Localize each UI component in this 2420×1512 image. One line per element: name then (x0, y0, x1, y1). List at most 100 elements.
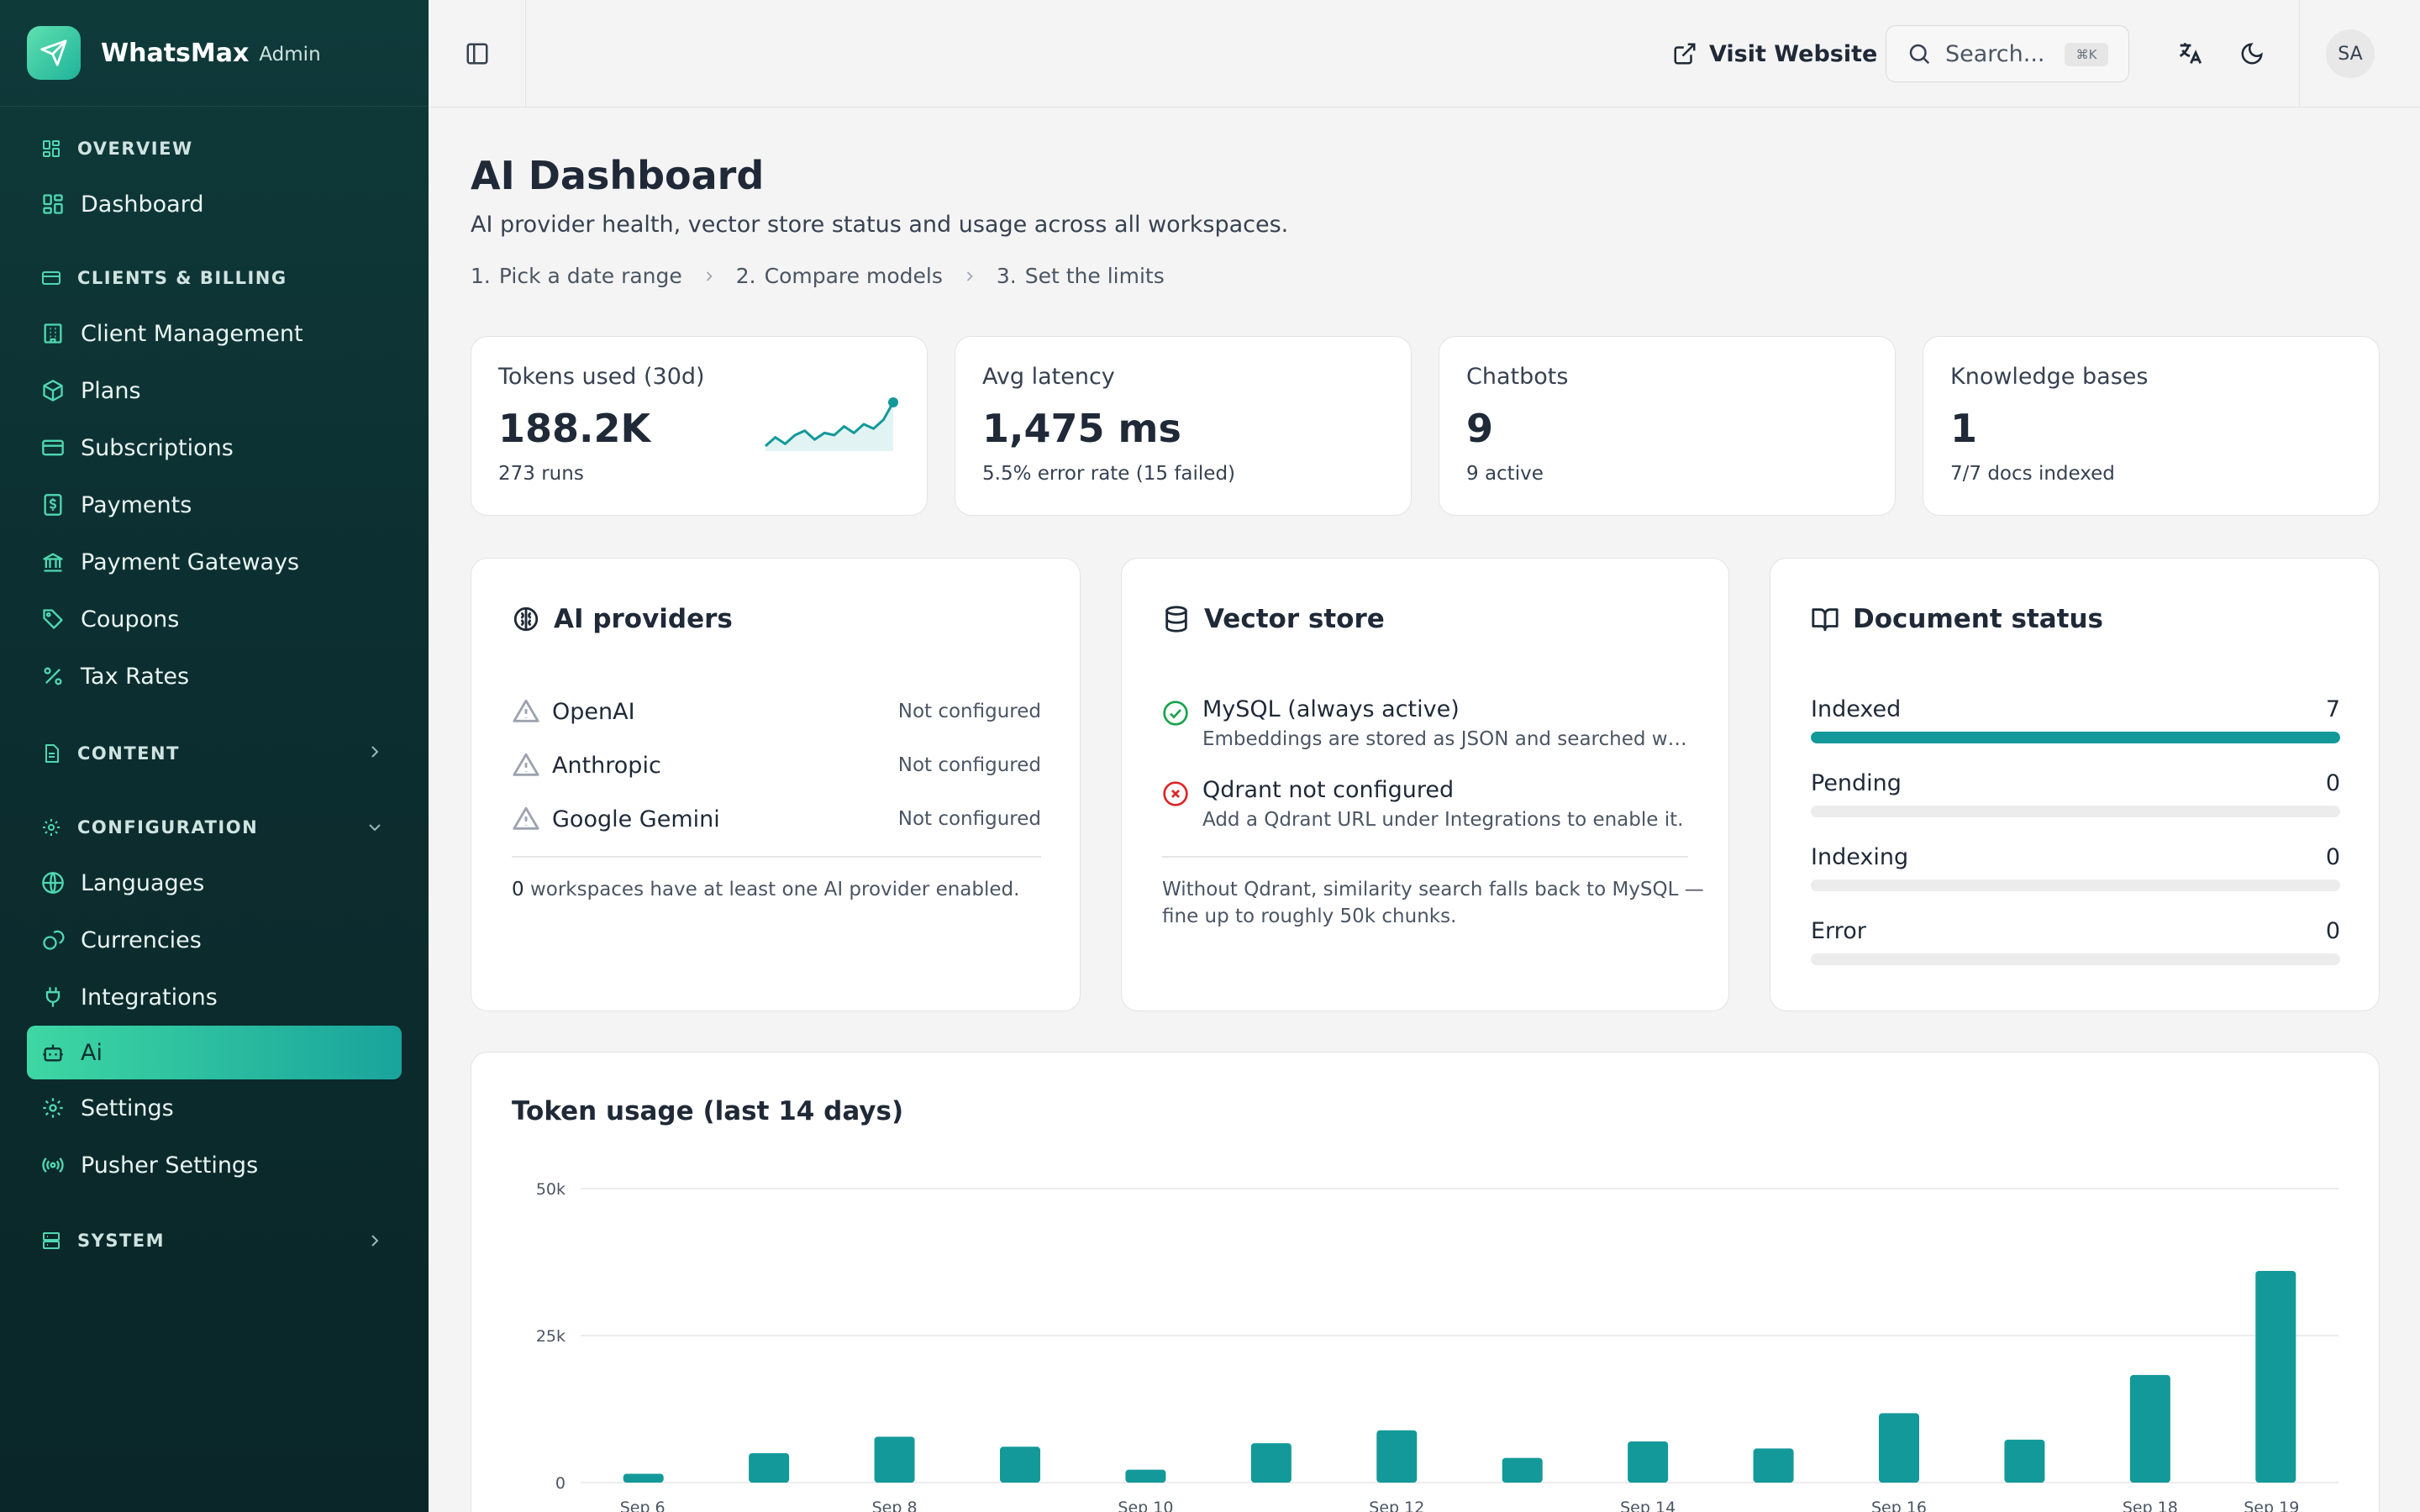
grid-icon (39, 136, 64, 161)
section-content[interactable]: CONTENT (0, 725, 429, 782)
visit-website-label: Visit Website (1709, 40, 1878, 67)
provider-status: Not configured (897, 808, 1041, 830)
sidebar-item-currencies[interactable]: Currencies (0, 911, 429, 969)
server-icon (39, 1228, 64, 1253)
bar[interactable] (1502, 1457, 1543, 1483)
search-placeholder: Search... (1945, 40, 2045, 67)
search-shortcut-badge: ⌘K (2065, 43, 2108, 66)
sidebar-item-tax-rates[interactable]: Tax Rates (0, 648, 429, 705)
stat-sub: 5.5% error rate (15 failed) (982, 463, 1236, 485)
visit-website-link[interactable]: Visit Website (1672, 32, 1877, 76)
sidebar-item-integrations[interactable]: Integrations (0, 969, 429, 1026)
doc-status-value: 0 (2325, 770, 2340, 796)
bar[interactable] (2255, 1271, 2296, 1483)
page-title: AI Dashboard (471, 153, 765, 198)
ai-providers-card: AI providers OpenAI Not configured Anthr… (471, 558, 1081, 1011)
warning-icon (513, 753, 539, 776)
bot-icon (39, 1038, 67, 1067)
sidebar-item-coupons[interactable]: Coupons (0, 591, 429, 648)
topbar-divider (2299, 0, 2300, 107)
brain-icon (513, 606, 539, 632)
providers-footer-text: workspaces have at least one AI provider… (529, 879, 1020, 900)
vector-store-item-desc: Add a Qdrant URL under Integrations to e… (1202, 809, 1684, 831)
sidebar-item-label: Coupons (81, 606, 180, 633)
sidebar-item-plans[interactable]: Plans (0, 362, 429, 419)
bar[interactable] (1879, 1413, 1919, 1483)
sidebar-item-languages[interactable]: Languages (0, 854, 429, 911)
x-circle-icon (1163, 781, 1188, 806)
search-icon (1909, 44, 1930, 65)
bar[interactable] (1125, 1469, 1166, 1483)
sidebar-item-payments[interactable]: Payments (0, 476, 429, 533)
sidebar-item-label: Subscriptions (81, 434, 234, 461)
token-usage-card: Token usage (last 14 days) 0 25k 50k Sep 6 S… (471, 1052, 2380, 1512)
section-system[interactable]: SYSTEM (0, 1214, 429, 1268)
section-clients-billing: CLIENTS & BILLING (0, 251, 429, 305)
sidebar-item-subscriptions[interactable]: Subscriptions (0, 419, 429, 476)
chevron-right-icon (961, 268, 978, 285)
language-button[interactable] (2173, 37, 2207, 71)
steps-breadcrumb: 1. Pick a date range 2. Compare models 3… (471, 264, 1165, 288)
doc-status-bar (1811, 879, 2340, 891)
sidebar-item-ai[interactable]: Ai (27, 1026, 402, 1079)
stat-sub: 7/7 docs indexed (1950, 463, 2115, 485)
vector-store-card: Vector store MySQL (always active) Embed… (1121, 558, 1729, 1011)
sidebar-item-label: Payment Gateways (81, 549, 300, 575)
dashboard-icon (39, 190, 67, 218)
theme-toggle-button[interactable] (2235, 37, 2269, 71)
sidebar-item-pusher-settings[interactable]: Pusher Settings (0, 1137, 429, 1194)
provider-row[interactable]: Google Gemini Not configured (512, 802, 1041, 836)
stat-label: Knowledge bases (1950, 364, 2149, 390)
coins-icon (39, 926, 67, 954)
chevron-right-icon (365, 1231, 385, 1251)
sidebar-item-payment-gateways[interactable]: Payment Gateways (0, 533, 429, 591)
bar[interactable] (1250, 1443, 1292, 1483)
bar[interactable] (749, 1453, 790, 1483)
package-icon (39, 376, 67, 405)
avatar[interactable]: SA (2326, 29, 2375, 78)
tag-icon (39, 605, 67, 633)
provider-name: Anthropic (552, 752, 661, 779)
vector-store-note: Without Qdrant, similarity search falls … (1162, 876, 1704, 930)
vector-store-title-text: Vector store (1204, 604, 1385, 634)
step-3[interactable]: Set the limits (1024, 264, 1165, 288)
sparkline-area (765, 402, 893, 451)
sidebar-item-dashboard[interactable]: Dashboard (0, 176, 429, 233)
step-number: 3. (996, 264, 1017, 288)
section-configuration[interactable]: CONFIGURATION (0, 801, 429, 854)
bar[interactable] (1376, 1430, 1418, 1483)
moon-icon (2241, 43, 2263, 65)
sidebar-item-settings[interactable]: Settings (0, 1079, 429, 1137)
document-status-title: Document status (1811, 604, 2103, 634)
vector-store-note-line: Without Qdrant, similarity search falls … (1162, 879, 1704, 900)
doc-status-bar (1811, 732, 2340, 743)
document-status-card: Document status Indexed 7 Pending 0 Inde… (1770, 558, 2380, 1011)
bar[interactable] (1628, 1441, 1669, 1483)
doc-status-value: 0 (2325, 918, 2340, 944)
bar[interactable] (2004, 1439, 2045, 1483)
step-2[interactable]: Compare models (764, 264, 943, 288)
step-1[interactable]: Pick a date range (498, 264, 682, 288)
document-status-title-text: Document status (1853, 604, 2104, 634)
section-overview-label: OVERVIEW (77, 139, 193, 159)
stat-value: 1 (1950, 406, 1978, 451)
card-icon (39, 265, 64, 291)
gear-icon (39, 815, 64, 840)
bar[interactable] (1000, 1446, 1040, 1483)
sidebar-item-client-management[interactable]: Client Management (0, 305, 429, 362)
sidebar-item-label: Languages (81, 869, 205, 896)
brand-logo-icon (27, 26, 81, 80)
globe-icon (39, 869, 67, 897)
brand[interactable]: WhatsMax Admin (0, 0, 429, 107)
search-input[interactable]: Search... ⌘K (1886, 25, 2129, 82)
bar[interactable] (874, 1436, 915, 1483)
provider-row[interactable]: Anthropic Not configured (512, 748, 1041, 782)
stat-value: 9 (1466, 406, 1494, 451)
bar[interactable] (2129, 1374, 2170, 1483)
section-system-label: SYSTEM (77, 1231, 166, 1251)
bar[interactable] (623, 1473, 664, 1483)
sidebar-toggle-button[interactable] (429, 0, 526, 107)
sidebar-nav: OVERVIEW Dashboard CLIENTS & BILLING Cli… (0, 107, 429, 1268)
bar[interactable] (1753, 1448, 1794, 1483)
provider-row[interactable]: OpenAI Not configured (512, 695, 1041, 728)
